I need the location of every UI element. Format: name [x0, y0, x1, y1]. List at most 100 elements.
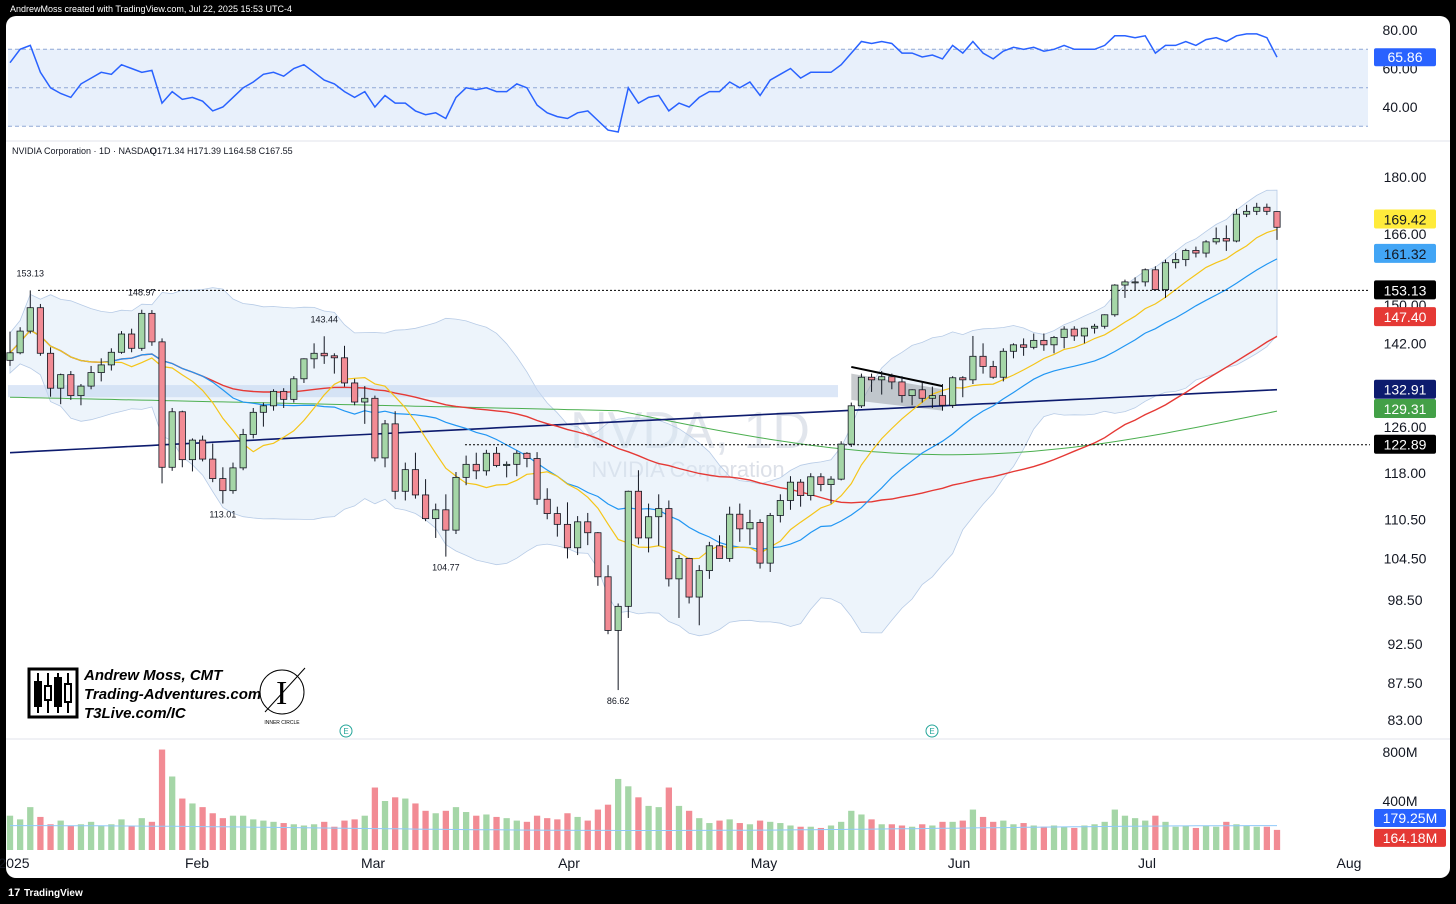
volume-bar [1142, 820, 1149, 850]
volume-bar [1213, 826, 1220, 850]
candle-body [1020, 344, 1028, 348]
volume-bar [1000, 820, 1007, 850]
candle-body [1131, 281, 1139, 284]
volume-bar [290, 824, 297, 850]
candle-body [523, 452, 531, 459]
candle-body [371, 397, 379, 459]
volume-axis-label: 400M [1382, 793, 1417, 809]
candle-body [1040, 339, 1048, 346]
candle-body [776, 500, 784, 516]
volume-bar [554, 819, 561, 850]
month-label: 2025 [0, 855, 30, 871]
volume-bar [503, 818, 510, 850]
price-annotation: 153.13 [17, 268, 45, 278]
candle-body [1202, 241, 1210, 254]
earnings-marker-feb[interactable]: E [339, 724, 353, 738]
volume-bar [858, 814, 865, 850]
volume-bar [260, 820, 267, 850]
price-badge-bg [1374, 434, 1436, 454]
volume-bar [817, 827, 825, 850]
volume-bar [696, 818, 703, 850]
price-axis-label: 110.50 [1384, 511, 1426, 527]
earnings-marker-may[interactable]: E [925, 724, 939, 738]
candle-body [614, 605, 622, 631]
volume-bar [898, 825, 906, 850]
volume-bar [1040, 826, 1048, 850]
candle-body [1222, 238, 1230, 242]
candle-body [492, 452, 501, 466]
candle-body [766, 515, 774, 564]
candle-body [249, 411, 257, 435]
candle-body [736, 513, 744, 530]
flag-trendline [851, 365, 943, 388]
candle-body [351, 382, 359, 403]
rsi-badge-label: 65.86 [1387, 49, 1422, 65]
flag-pattern [851, 373, 943, 411]
month-label: Mar [361, 855, 385, 871]
candle-body [1172, 259, 1180, 264]
candle-body [847, 405, 855, 445]
candle-body [715, 545, 724, 559]
volume-bar [392, 797, 399, 850]
price-axis-label: 87.50 [1387, 675, 1422, 691]
volume-bar [706, 823, 713, 850]
price-axis-label: 83.00 [1387, 712, 1422, 728]
tradingview-footer: 17 TradingView [8, 887, 83, 899]
volume-bar [807, 826, 814, 850]
horizontal-levels [38, 289, 1370, 446]
volume-bar [969, 809, 977, 850]
volume-bar [310, 824, 318, 850]
volume-axis-label: 800M [1382, 744, 1417, 760]
volume-bar [1020, 823, 1027, 850]
candle-body [1192, 250, 1200, 254]
candle-body [584, 521, 592, 534]
price-badge-bg [1374, 280, 1436, 300]
month-label: Feb [185, 855, 209, 871]
rsi-pane [8, 33, 1368, 133]
price-axis-label: 98.50 [1387, 592, 1422, 608]
ma-10-line [9, 228, 1278, 560]
candle-body [36, 307, 44, 354]
ma-200-line [9, 388, 1278, 454]
volume-bar [331, 826, 338, 850]
seal-text: INNER CIRCLE [264, 720, 300, 726]
volume-bar [979, 816, 987, 850]
volume-bar [848, 810, 855, 850]
candle-body [472, 463, 480, 472]
candle-body [1263, 206, 1271, 212]
candle-body [77, 385, 85, 397]
footer-text: TradingView [24, 888, 83, 899]
candle-body [87, 372, 95, 387]
volume-bar [412, 803, 419, 850]
volume-bar [574, 816, 581, 850]
candle-body [807, 476, 815, 496]
volume-bar [1152, 815, 1159, 850]
volume-bar [584, 820, 591, 850]
candle-body [128, 333, 136, 349]
price-annotation: 143.44 [310, 314, 338, 324]
month-label: Apr [558, 855, 580, 871]
candle-body [107, 351, 115, 366]
candle-body [756, 522, 764, 564]
volume-bar [473, 815, 480, 850]
volume-bar [351, 819, 358, 850]
volume-bar [949, 821, 956, 850]
candle-body [340, 357, 349, 384]
price-annotation: 148.97 [128, 288, 156, 298]
volume-bar [371, 787, 379, 850]
volume-bar [1091, 824, 1098, 850]
candle-body [989, 366, 997, 378]
resistance-zone-rect [8, 385, 838, 398]
volume-bar [1182, 825, 1189, 850]
watermark-name: NVIDIA Corporation [591, 457, 784, 482]
brand-logo-candles [34, 673, 72, 713]
month-label: May [751, 855, 777, 871]
volume-bar [138, 818, 145, 850]
svg-text:E: E [929, 727, 934, 736]
candle-body [422, 494, 430, 520]
candle-body [543, 498, 551, 514]
volume-bar [179, 798, 186, 850]
candle-body [209, 458, 217, 479]
ma-50-line [9, 329, 1278, 504]
